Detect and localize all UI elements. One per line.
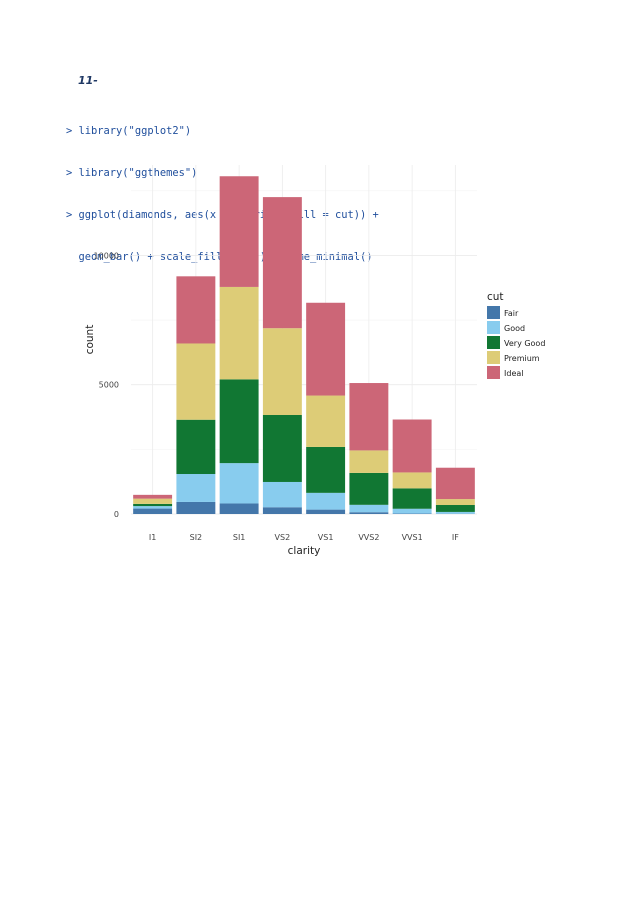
- x-tick-label: SI1: [233, 533, 246, 542]
- x-tick-label: VS2: [275, 533, 291, 542]
- bar-segment: [306, 395, 346, 447]
- bar-segment: [133, 503, 173, 507]
- section-heading: 11-: [78, 74, 98, 87]
- legend-swatch: [487, 321, 500, 334]
- bar-segment: [392, 419, 432, 473]
- bar-segment: [349, 450, 389, 473]
- bar-segment: [133, 506, 173, 509]
- bar-segment: [392, 472, 432, 489]
- bar-segment: [176, 419, 216, 475]
- bar-segment: [349, 504, 389, 513]
- legend-swatch: [487, 366, 500, 379]
- legend-swatch: [487, 351, 500, 364]
- bar-segment: [219, 379, 259, 464]
- bar-segment: [392, 488, 432, 509]
- legend-label: Premium: [504, 354, 540, 363]
- bar-segment: [219, 463, 259, 504]
- x-tick-label: SI2: [190, 533, 203, 542]
- legend-label: Very Good: [504, 339, 545, 348]
- bar-segment: [435, 467, 475, 500]
- bar-segment: [176, 474, 216, 502]
- stacked-bar-chart: 0 5000 10000 I1 SI2 SI1 VS2 VS1 VVS2 VVS1 IF clarit…: [84, 165, 545, 557]
- bar-segment: [349, 383, 389, 451]
- x-tick-label: VVS2: [358, 533, 379, 542]
- bar-segment: [392, 508, 432, 514]
- legend-title: cut: [487, 291, 504, 303]
- bar-segment: [262, 328, 302, 415]
- bar-segment: [176, 276, 216, 344]
- code-line: > library("ggplot2"): [66, 125, 192, 137]
- x-tick-label: VVS1: [402, 533, 423, 542]
- bar-segment: [219, 176, 259, 287]
- x-tick-label: IF: [452, 533, 459, 542]
- y-tick-label: 10000: [94, 251, 119, 260]
- x-tick-label: VS1: [318, 533, 334, 542]
- bar-segment: [349, 472, 389, 505]
- x-tick-label: I1: [149, 533, 156, 542]
- bar-segment: [219, 286, 259, 380]
- bar-segment: [306, 302, 346, 396]
- bar-segment: [306, 446, 346, 493]
- bar-segment: [219, 503, 259, 514]
- bar-segment: [435, 511, 475, 514]
- bar-segment: [133, 494, 173, 499]
- x-axis-title: clarity: [288, 545, 321, 557]
- bar-segment: [262, 481, 302, 508]
- bar-segment: [176, 501, 216, 514]
- legend-label: Fair: [504, 309, 519, 318]
- legend-swatch: [487, 306, 500, 319]
- legend-swatch: [487, 336, 500, 349]
- bar-segment: [262, 197, 302, 329]
- bar-segment: [176, 343, 216, 420]
- legend-label: Good: [504, 324, 525, 333]
- bar-segment: [306, 492, 346, 510]
- code-line: > library("ggthemes"): [66, 167, 198, 179]
- bar-segment: [133, 498, 173, 504]
- y-tick-label: 5000: [99, 381, 119, 390]
- y-axis-title: count: [84, 325, 96, 355]
- legend-label: Ideal: [504, 369, 523, 378]
- bar-segment: [435, 499, 475, 506]
- bar-segment: [262, 414, 302, 482]
- bar-segment: [349, 512, 389, 514]
- bar-segment: [262, 507, 302, 514]
- y-tick-label: 0: [114, 510, 119, 519]
- bar-segment: [133, 508, 173, 514]
- bar-segment: [435, 505, 475, 512]
- bar-segment: [306, 509, 346, 514]
